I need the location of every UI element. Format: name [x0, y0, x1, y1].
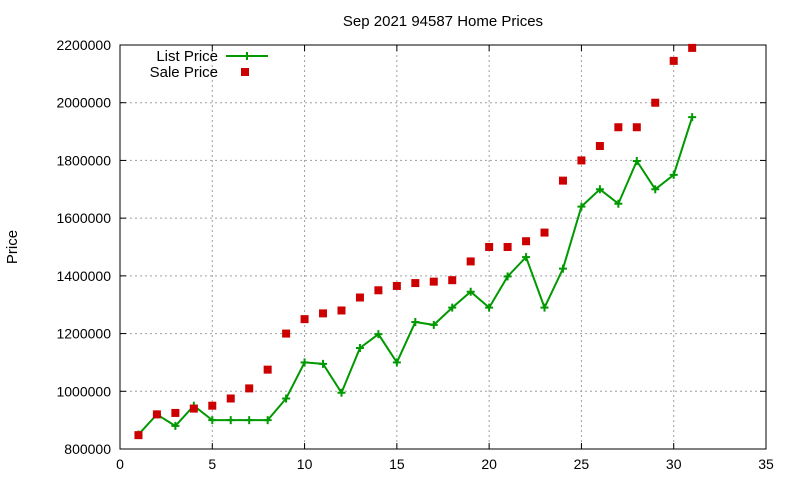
sale-price-point	[522, 237, 531, 246]
y-tick-label: 1000000	[56, 383, 111, 399]
x-tick-label: 0	[116, 456, 124, 472]
sale-price-point	[208, 401, 217, 410]
legend-label: List Price	[156, 48, 218, 65]
list-price-point	[300, 358, 309, 367]
y-axis-label: Price	[4, 230, 21, 264]
sale-price-point	[134, 431, 143, 440]
legend-label: Sale Price	[150, 64, 218, 81]
sale-price-point	[374, 286, 383, 295]
list-price-point	[632, 157, 641, 166]
sale-price-point	[540, 228, 549, 237]
list-price-point	[263, 416, 272, 425]
plot-frame	[119, 44, 767, 450]
y-tick-label: 1800000	[56, 152, 111, 168]
list-price-point	[540, 303, 549, 312]
sale-price-point	[226, 394, 235, 403]
sale-price-point	[282, 329, 291, 338]
sale-price-point	[503, 243, 512, 251]
list-price-point	[374, 330, 383, 339]
list-price-point	[337, 388, 346, 397]
sale-price-point	[171, 408, 180, 417]
y-tick-label: 1600000	[56, 210, 111, 226]
sale-price-point	[392, 281, 401, 290]
sale-price-point	[485, 243, 494, 251]
sale-price-point	[577, 156, 586, 165]
list-price-point	[503, 272, 512, 281]
sale-price-point	[411, 279, 420, 288]
x-tick-label: 5	[208, 456, 216, 472]
ticks-layer: 0 5 10 15 20 25 30 35 800000 1000000 1200000 140000…	[56, 37, 774, 472]
y-tick-label: 2000000	[56, 95, 111, 111]
chart-title: Sep 2021 94587 Home Prices	[343, 13, 543, 30]
x-tick-label: 35	[758, 456, 774, 472]
legend-plus-marker	[243, 52, 251, 60]
list-price-point	[226, 416, 235, 425]
list-price-point	[614, 199, 623, 208]
list-price-point	[577, 202, 586, 211]
sale-price-point	[355, 293, 364, 302]
sale-price-point	[688, 43, 697, 52]
list-price-point	[319, 359, 328, 368]
sale-price-point	[245, 384, 254, 393]
list-price-point	[282, 394, 291, 403]
sale-price-point	[189, 404, 198, 413]
sale-price-point	[152, 410, 161, 419]
sale-price-point	[558, 176, 567, 185]
y-tick-label: 800000	[64, 441, 111, 457]
list-price-point	[688, 113, 697, 122]
y-tick-label: 2200000	[56, 37, 111, 53]
sale-price-point	[429, 277, 438, 286]
list-price-point	[466, 287, 475, 296]
list-price-point	[595, 185, 604, 194]
list-price-point	[651, 185, 660, 194]
sale-price-point	[319, 309, 328, 318]
list-price-point	[448, 303, 457, 312]
legend-square-marker	[241, 68, 249, 76]
sale-price-point	[669, 56, 678, 65]
series-layer	[134, 43, 697, 440]
sale-price-point	[466, 257, 475, 266]
sale-price-point	[263, 365, 272, 374]
sale-price-point	[300, 315, 309, 324]
x-tick-label: 15	[389, 456, 405, 472]
sale-price-point	[651, 98, 660, 107]
list-price-point	[411, 318, 420, 327]
y-tick-label: 1200000	[56, 326, 111, 342]
list-price-point	[245, 416, 254, 425]
grid-layer	[120, 45, 766, 449]
list-price-point	[171, 421, 180, 430]
list-price-point	[355, 344, 364, 352]
x-tick-label: 10	[297, 456, 313, 472]
list-price-point	[392, 358, 401, 367]
sale-price-point	[337, 306, 346, 315]
sale-price-point	[448, 276, 457, 285]
sale-price-point	[595, 142, 604, 150]
list-price-point	[558, 264, 567, 273]
list-price-point	[522, 253, 531, 262]
list-price-point	[208, 416, 217, 425]
x-tick-label: 30	[666, 456, 682, 472]
list-price-point	[485, 303, 494, 312]
sale-price-point	[614, 123, 623, 132]
y-tick-label: 1400000	[56, 268, 111, 284]
list-price-point	[669, 170, 678, 179]
x-tick-label: 20	[481, 456, 497, 472]
list-price-point	[429, 320, 438, 329]
sale-price-point	[632, 123, 641, 132]
x-tick-label: 25	[574, 456, 590, 472]
